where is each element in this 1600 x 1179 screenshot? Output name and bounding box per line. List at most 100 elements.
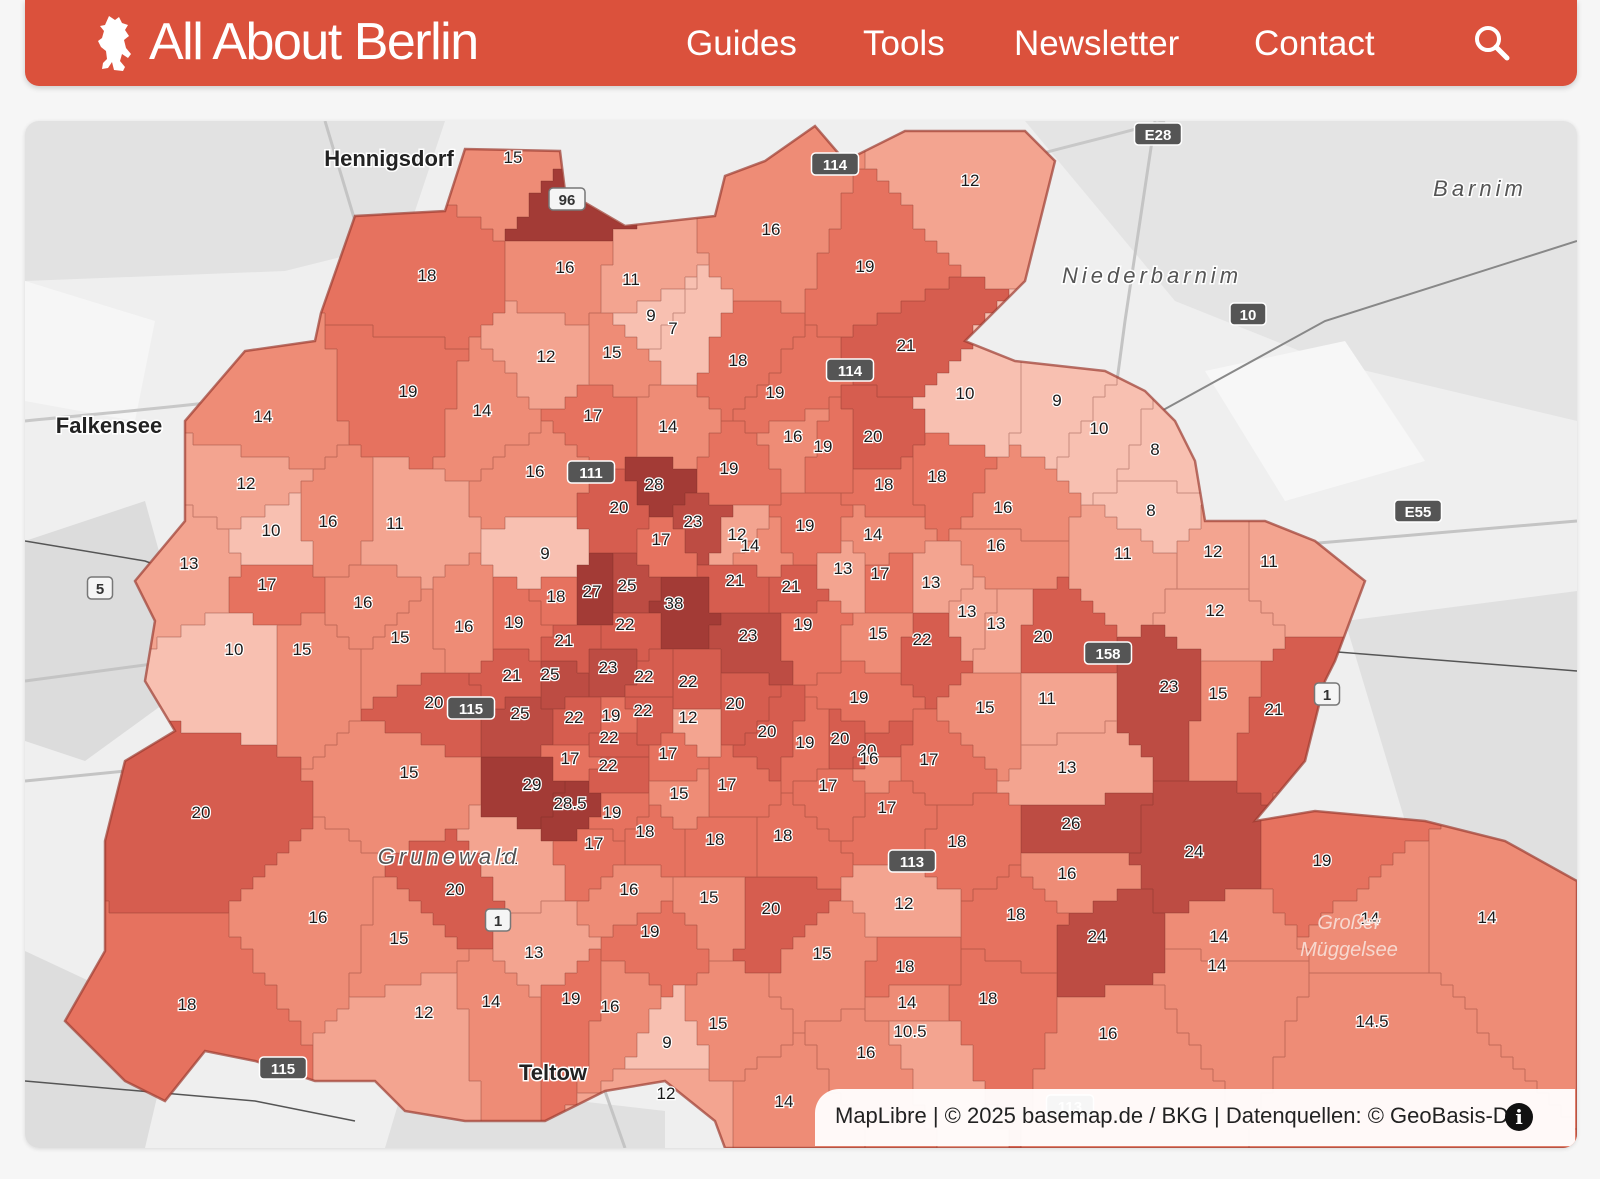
district-area[interactable]	[769, 493, 853, 565]
district-area[interactable]	[361, 589, 445, 709]
district-area[interactable]	[385, 829, 505, 949]
district-area[interactable]	[757, 409, 829, 493]
district-area[interactable]	[997, 721, 1153, 805]
district-area[interactable]	[937, 673, 1021, 781]
district-area[interactable]	[709, 613, 793, 685]
district-area[interactable]	[589, 733, 649, 757]
district-area[interactable]	[841, 781, 937, 865]
district-area[interactable]	[1021, 853, 1141, 913]
district-area[interactable]	[685, 817, 757, 877]
district-area[interactable]	[361, 457, 481, 589]
berlin-bear-icon[interactable]	[95, 14, 137, 72]
district-area[interactable]	[469, 649, 541, 709]
district-area[interactable]	[349, 877, 469, 997]
district-area[interactable]	[961, 865, 1069, 973]
district-area[interactable]	[481, 757, 565, 829]
district-area[interactable]	[673, 493, 733, 565]
district-area[interactable]	[301, 721, 481, 853]
district-area[interactable]	[769, 565, 829, 613]
district-area[interactable]	[961, 445, 1081, 541]
district-area[interactable]	[1297, 841, 1429, 973]
district-area[interactable]	[841, 613, 913, 673]
district-area[interactable]	[229, 493, 313, 565]
district-area[interactable]	[625, 649, 673, 697]
district-area[interactable]	[949, 529, 1069, 589]
district-area[interactable]	[1057, 889, 1165, 997]
district-area[interactable]	[649, 769, 709, 829]
district-area[interactable]	[493, 577, 553, 661]
info-icon[interactable]: i	[1505, 1103, 1533, 1131]
district-area[interactable]	[781, 601, 853, 685]
district-area[interactable]	[673, 709, 721, 757]
district-area[interactable]	[649, 577, 721, 649]
district-area[interactable]	[913, 793, 1021, 901]
district-area[interactable]	[481, 697, 553, 757]
district-area[interactable]	[457, 949, 541, 1148]
district-area[interactable]	[1153, 949, 1309, 1129]
attribution-text[interactable]: MapLibre | © 2025 basemap.de / BKG | Dat…	[835, 1103, 1524, 1128]
district-area[interactable]	[1189, 661, 1261, 781]
nav-tools[interactable]: Tools	[863, 24, 945, 63]
nav-contact[interactable]: Contact	[1254, 24, 1375, 63]
district-area[interactable]	[553, 829, 625, 901]
district-area[interactable]	[457, 805, 565, 913]
district-area[interactable]	[709, 505, 769, 565]
district-area[interactable]	[601, 697, 637, 733]
district-area[interactable]	[1165, 889, 1309, 961]
district-area[interactable]	[625, 457, 697, 517]
district-area[interactable]	[697, 421, 781, 505]
district-area[interactable]	[325, 565, 421, 649]
search-icon[interactable]	[1472, 23, 1512, 63]
district-area[interactable]	[505, 241, 613, 325]
district-area[interactable]	[793, 769, 865, 841]
district-area[interactable]	[589, 313, 661, 397]
district-area[interactable]	[913, 433, 997, 541]
district-area[interactable]	[541, 781, 601, 841]
district-area[interactable]	[841, 865, 961, 937]
district-area[interactable]	[277, 613, 361, 769]
district-area[interactable]	[673, 649, 721, 709]
district-area[interactable]	[973, 589, 1033, 673]
district-area[interactable]	[1117, 625, 1201, 781]
nav-newsletter[interactable]: Newsletter	[1014, 24, 1180, 63]
district-area[interactable]	[541, 385, 637, 469]
district-area[interactable]	[841, 505, 937, 565]
district-area[interactable]	[709, 745, 781, 817]
district-area[interactable]	[733, 325, 853, 433]
district-area[interactable]	[1021, 673, 1117, 745]
district-area[interactable]	[1069, 505, 1177, 637]
district-area[interactable]	[649, 265, 733, 385]
district-area[interactable]	[637, 385, 721, 469]
district-area[interactable]	[757, 793, 853, 889]
district-area[interactable]	[361, 673, 481, 757]
site-brand[interactable]: All About Berlin	[149, 13, 479, 71]
district-area[interactable]	[613, 553, 661, 613]
district-area[interactable]	[553, 697, 601, 745]
district-area[interactable]	[1129, 781, 1273, 913]
district-area[interactable]	[733, 877, 841, 973]
district-area[interactable]	[1093, 481, 1213, 553]
district-area[interactable]	[913, 541, 973, 613]
district-area[interactable]	[637, 517, 697, 577]
district-area[interactable]	[469, 421, 589, 529]
district-area[interactable]	[865, 553, 913, 613]
district-area[interactable]	[229, 565, 325, 625]
district-area[interactable]	[625, 985, 709, 1069]
district-area[interactable]	[865, 937, 961, 997]
district-area[interactable]	[673, 877, 745, 961]
district-area[interactable]	[577, 961, 661, 1093]
district-area[interactable]	[481, 517, 589, 589]
district-area[interactable]	[577, 553, 613, 625]
district-area[interactable]	[589, 757, 649, 793]
nav-guides[interactable]: Guides	[686, 24, 797, 63]
district-area[interactable]	[733, 517, 793, 577]
district-area[interactable]	[625, 805, 685, 877]
district-area[interactable]	[61, 613, 277, 745]
district-area[interactable]	[577, 865, 673, 937]
district-area[interactable]	[697, 301, 805, 421]
district-area[interactable]	[481, 301, 589, 409]
district-area[interactable]	[841, 277, 1009, 397]
district-area[interactable]	[613, 277, 697, 349]
choropleth-map[interactable]: 1512961616181911972112151819141914171416…	[25, 121, 1577, 1148]
district-area[interactable]	[805, 661, 925, 733]
